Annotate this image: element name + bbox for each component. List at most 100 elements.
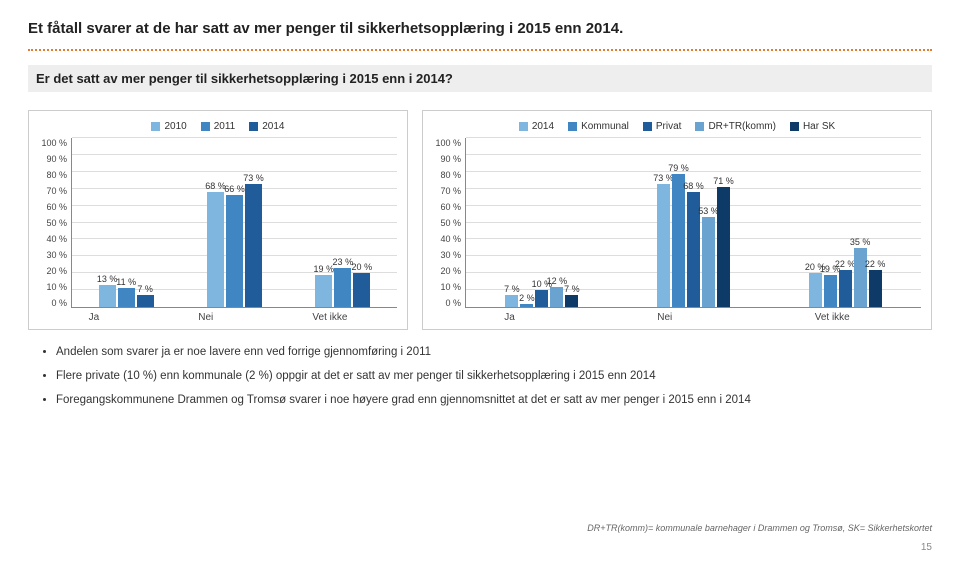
bar-value-label: 22 % [865, 259, 886, 269]
y-axis-right: 0 %10 %20 %30 %40 %50 %60 %70 %80 %90 %1… [433, 138, 465, 308]
x-tick-label: Vet ikke [312, 312, 347, 323]
plot-right: 7 %2 %10 %12 %7 %73 %79 %68 %53 %71 %20 … [465, 138, 921, 308]
bullet-item: Flere private (10 %) enn kommunale (2 %)… [56, 368, 932, 384]
bar: 66 % [226, 195, 243, 307]
bar: 23 % [334, 268, 351, 307]
bar-group: 7 %2 %10 %12 %7 % [505, 138, 578, 307]
legend-item: Kommunal [568, 121, 629, 132]
bar: 7 % [565, 295, 578, 307]
bar-value-label: 68 % [683, 181, 704, 191]
bar-value-label: 20 % [352, 262, 373, 272]
bar-group: 73 %79 %68 %53 %71 % [657, 138, 730, 307]
legend-swatch-icon [519, 122, 528, 131]
y-tick-label: 70 % [433, 186, 461, 196]
y-tick-label: 100 % [39, 138, 67, 148]
x-tick-label: Ja [89, 312, 100, 323]
bar-group: 19 %23 %20 % [315, 138, 370, 307]
chart-right: 2014 Kommunal Privat DR+TR(komm) Har SK 0 % 1… [422, 110, 932, 330]
bar-value-label: 66 % [224, 184, 245, 194]
bar: 22 % [839, 270, 852, 307]
x-labels-left: JaNeiVet ikke [39, 312, 397, 323]
bar-value-label: 7 % [564, 284, 580, 294]
bar-value-label: 7 % [137, 284, 153, 294]
y-tick-label: 40 % [433, 234, 461, 244]
bar-value-label: 71 % [713, 176, 734, 186]
legend-swatch-icon [201, 122, 210, 131]
bar-value-label: 68 % [205, 181, 226, 191]
y-tick-label: 50 % [433, 218, 461, 228]
bar: 7 % [137, 295, 154, 307]
bar: 73 % [657, 184, 670, 307]
y-tick-label: 80 % [39, 170, 67, 180]
bar: 22 % [869, 270, 882, 307]
x-labels-right: Ja Nei Vet ikke [433, 312, 921, 323]
bullet-list: Andelen som svarer ja er noe lavere enn … [56, 344, 932, 408]
bar-value-label: 23 % [333, 257, 354, 267]
y-tick-label: 20 % [39, 266, 67, 276]
legend-label: 2014 [532, 121, 554, 132]
y-tick-label: 30 % [433, 250, 461, 260]
y-tick-label: 70 % [39, 186, 67, 196]
legend-swatch-icon [568, 122, 577, 131]
legend-item: DR+TR(komm) [695, 121, 776, 132]
y-tick-label: 60 % [433, 202, 461, 212]
y-tick-label: 0 % [39, 298, 67, 308]
legend-right: 2014 Kommunal Privat DR+TR(komm) Har SK [433, 121, 921, 132]
subtitle-box: Er det satt av mer penger til sikkerhets… [28, 65, 932, 92]
bar: 68 % [207, 192, 224, 307]
x-tick-label: Nei [657, 312, 672, 323]
y-tick-label: 90 % [39, 154, 67, 164]
y-axis-left: 0 %10 %20 %30 %40 %50 %60 %70 %80 %90 %1… [39, 138, 71, 308]
legend-label: Privat [656, 121, 682, 132]
x-tick-label: Ja [504, 312, 515, 323]
legend-item: 2010 [151, 121, 186, 132]
bar-value-label: 73 % [653, 173, 674, 183]
subtitle-text: Er det satt av mer penger til sikkerhets… [36, 71, 924, 86]
legend-swatch-icon [151, 122, 160, 131]
footnote: DR+TR(komm)= kommunale barnehager i Dram… [587, 523, 932, 533]
legend-label: 2010 [164, 121, 186, 132]
bar-value-label: 2 % [519, 293, 535, 303]
bar-value-label: 73 % [243, 173, 264, 183]
legend-swatch-icon [643, 122, 652, 131]
y-tick-label: 30 % [39, 250, 67, 260]
bar: 2 % [520, 304, 533, 307]
legend-label: DR+TR(komm) [708, 121, 776, 132]
legend-label: 2014 [262, 121, 284, 132]
y-tick-label: 80 % [433, 170, 461, 180]
bar: 13 % [99, 285, 116, 307]
legend-left: 2010 2011 2014 [39, 121, 397, 132]
page-title: Et fåtall svarer at de har satt av mer p… [28, 20, 932, 37]
legend-swatch-icon [249, 122, 258, 131]
bar: 19 % [315, 275, 332, 307]
y-tick-label: 90 % [433, 154, 461, 164]
bar-group: 68 %66 %73 % [207, 138, 262, 307]
bar-value-label: 79 % [668, 163, 689, 173]
bar: 79 % [672, 174, 685, 308]
dotted-divider-icon [28, 49, 932, 51]
page-number: 15 [921, 542, 932, 553]
legend-label: Kommunal [581, 121, 629, 132]
legend-label: 2011 [214, 121, 236, 132]
y-tick-label: 0 % [433, 298, 461, 308]
bar-group: 13 %11 %7 % [99, 138, 154, 307]
plot-left: 13 %11 %7 %68 %66 %73 %19 %23 %20 % [71, 138, 397, 308]
y-tick-label: 10 % [39, 282, 67, 292]
bar: 12 % [550, 287, 563, 307]
bar: 53 % [702, 217, 715, 307]
legend-label: Har SK [803, 121, 835, 132]
x-tick-label: Vet ikke [815, 312, 850, 323]
legend-item: Har SK [790, 121, 835, 132]
bar-value-label: 53 % [698, 206, 719, 216]
bar: 35 % [854, 248, 867, 307]
bar: 19 % [824, 275, 837, 307]
y-tick-label: 50 % [39, 218, 67, 228]
bar: 11 % [118, 288, 135, 307]
bar: 71 % [717, 187, 730, 307]
bullet-item: Andelen som svarer ja er noe lavere enn … [56, 344, 932, 360]
bar-value-label: 19 % [314, 264, 335, 274]
bar-value-label: 11 % [116, 277, 136, 287]
y-tick-label: 40 % [39, 234, 67, 244]
bar-value-label: 7 % [504, 284, 520, 294]
bar-group: 20 %19 %22 %35 %22 % [809, 138, 882, 307]
